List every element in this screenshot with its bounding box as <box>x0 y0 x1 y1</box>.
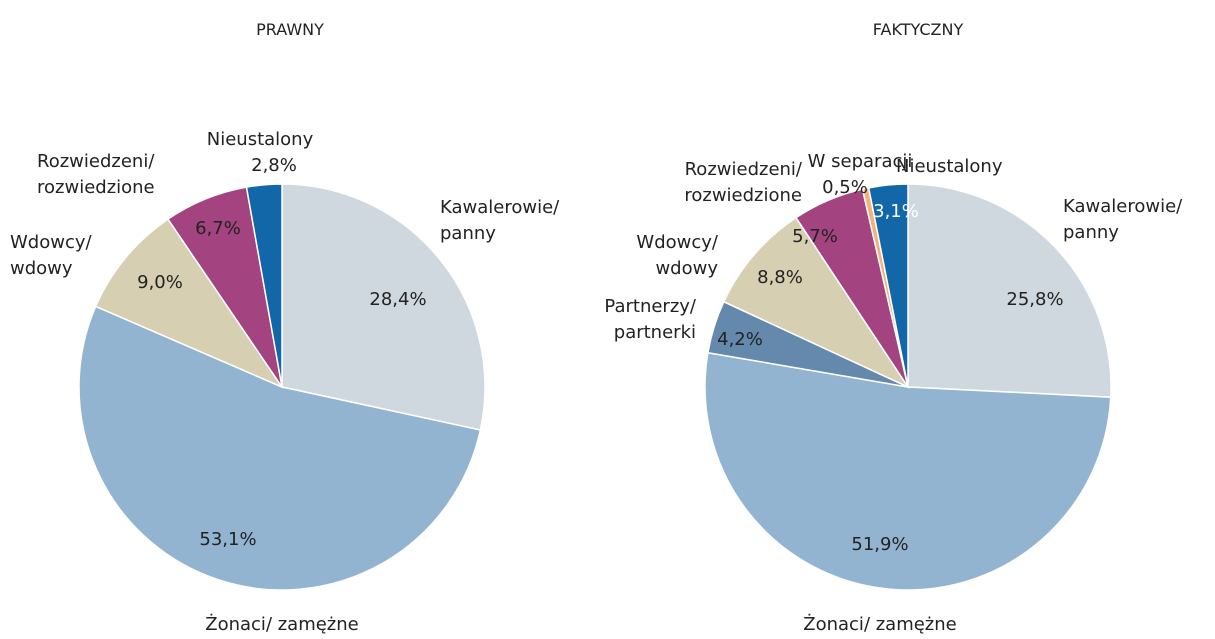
category-label: Wdowcy/ wdowy <box>636 232 718 279</box>
value-label: 5,7% <box>792 226 838 247</box>
chart-title: FAKTYCZNY <box>872 20 964 39</box>
value-label: 51,9% <box>851 534 909 555</box>
pie-slice <box>78 305 482 591</box>
pie-slice <box>281 183 486 431</box>
category-label: Nieustalony <box>206 129 314 150</box>
category-label: Rozwiedzeni/ rozwiedzione <box>684 159 802 206</box>
category-label: Partnerzy/ partnerki <box>604 296 696 343</box>
pie-slice <box>867 183 909 388</box>
value-label: 8,8% <box>757 267 803 288</box>
value-label: 28,4% <box>369 289 427 310</box>
value-label: 6,7% <box>195 218 241 239</box>
pie-slice <box>94 218 285 389</box>
category-label: Wdowcy/ wdowy <box>10 232 92 279</box>
value-label: 9,0% <box>137 272 183 293</box>
value-label: 53,1% <box>199 529 257 550</box>
category-label: Żonaci/ zamężne <box>205 614 359 635</box>
value-label: 4,2% <box>717 329 763 350</box>
category-label: Kawalerowie/ panny <box>440 197 560 244</box>
pie-slice <box>704 351 1112 591</box>
category-label: Kawalerowie/ panny <box>1063 196 1183 243</box>
pie-slice <box>722 216 911 389</box>
category-label: W separacji <box>807 151 913 172</box>
value-label: 25,8% <box>1006 289 1064 310</box>
pie-slice <box>245 183 283 388</box>
value-label: 0,5% <box>822 177 868 198</box>
pie-slice <box>907 183 1112 398</box>
chart-title: PRAWNY <box>256 20 324 39</box>
value-label: 3,1% <box>873 201 919 222</box>
value-label: 2,8% <box>251 155 297 176</box>
category-label: Żonaci/ zamężne <box>803 614 957 635</box>
category-label: Rozwiedzeni/ rozwiedzione <box>37 151 155 198</box>
category-label: Nieustalony <box>896 156 1003 177</box>
